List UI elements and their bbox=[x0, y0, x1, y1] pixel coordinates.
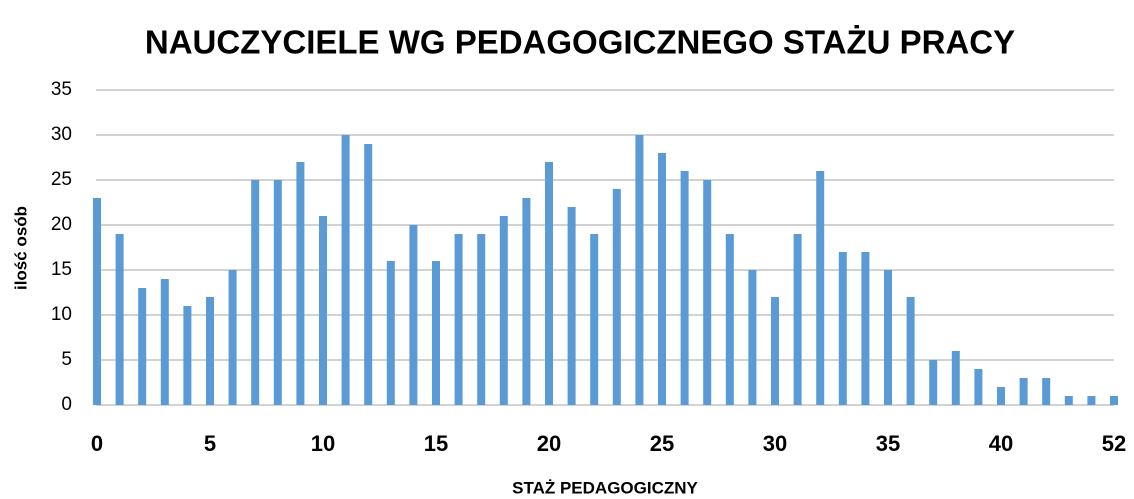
bar bbox=[296, 162, 305, 405]
bar bbox=[658, 153, 666, 405]
bar bbox=[1019, 378, 1028, 405]
y-tick-label: 20 bbox=[51, 214, 72, 235]
bar bbox=[386, 261, 395, 405]
x-tick-label: 15 bbox=[424, 431, 448, 456]
bar bbox=[522, 198, 531, 405]
bar bbox=[635, 135, 644, 405]
bar bbox=[906, 297, 915, 405]
bar bbox=[838, 252, 847, 405]
bar bbox=[364, 144, 373, 405]
bar bbox=[251, 180, 260, 405]
x-axis-label: STAŻ PEDAGOGICZNY bbox=[512, 478, 698, 497]
bar bbox=[816, 171, 825, 405]
bar bbox=[997, 387, 1005, 405]
bar bbox=[93, 198, 101, 405]
x-tick-label: 35 bbox=[876, 431, 900, 456]
bar bbox=[206, 297, 214, 405]
bar bbox=[590, 234, 599, 405]
x-tick-label: 30 bbox=[763, 431, 787, 456]
y-tick-label: 30 bbox=[51, 124, 72, 145]
bar bbox=[567, 207, 576, 405]
y-axis-label: ilość osób bbox=[11, 206, 30, 290]
bar bbox=[1042, 378, 1051, 405]
bar bbox=[477, 234, 486, 405]
x-tick-label: 40 bbox=[989, 431, 1013, 456]
bar bbox=[409, 225, 418, 405]
bar bbox=[974, 369, 983, 405]
y-tick-label: 15 bbox=[51, 259, 72, 280]
bar bbox=[1087, 396, 1096, 405]
bar bbox=[183, 306, 192, 405]
y-tick-label: 35 bbox=[51, 79, 72, 100]
bar bbox=[771, 297, 779, 405]
y-tick-label: 10 bbox=[51, 304, 72, 325]
bar bbox=[319, 216, 327, 405]
bar bbox=[341, 135, 350, 405]
bar bbox=[1110, 396, 1118, 405]
bar bbox=[861, 252, 870, 405]
bar bbox=[115, 234, 124, 405]
x-tick-label: 25 bbox=[650, 431, 674, 456]
x-tick-label: 0 bbox=[91, 431, 103, 456]
bar bbox=[680, 171, 689, 405]
bar bbox=[1064, 396, 1073, 405]
x-tick-label: 10 bbox=[311, 431, 335, 456]
bar bbox=[138, 288, 147, 405]
bar bbox=[884, 270, 892, 405]
bar bbox=[929, 360, 938, 405]
bar bbox=[703, 180, 712, 405]
bar bbox=[793, 234, 802, 405]
bar bbox=[432, 261, 440, 405]
chart-title: NAUCZYCIELE WG PEDAGOGICZNEGO STAŻU PRAC… bbox=[145, 24, 1015, 61]
y-tick-label: 0 bbox=[61, 394, 72, 415]
bar bbox=[228, 270, 237, 405]
x-tick-label: 20 bbox=[537, 431, 561, 456]
bar bbox=[951, 351, 960, 405]
bar bbox=[748, 270, 757, 405]
y-tick-label: 5 bbox=[61, 349, 72, 370]
x-tick-label: 52 bbox=[1102, 431, 1126, 456]
bar bbox=[725, 234, 734, 405]
bar bbox=[160, 279, 169, 405]
y-tick-label: 25 bbox=[51, 169, 72, 190]
bar bbox=[499, 216, 508, 405]
bar bbox=[273, 180, 282, 405]
bar bbox=[612, 189, 621, 405]
x-tick-label: 5 bbox=[204, 431, 216, 456]
bar bbox=[545, 162, 553, 405]
bar bbox=[454, 234, 463, 405]
